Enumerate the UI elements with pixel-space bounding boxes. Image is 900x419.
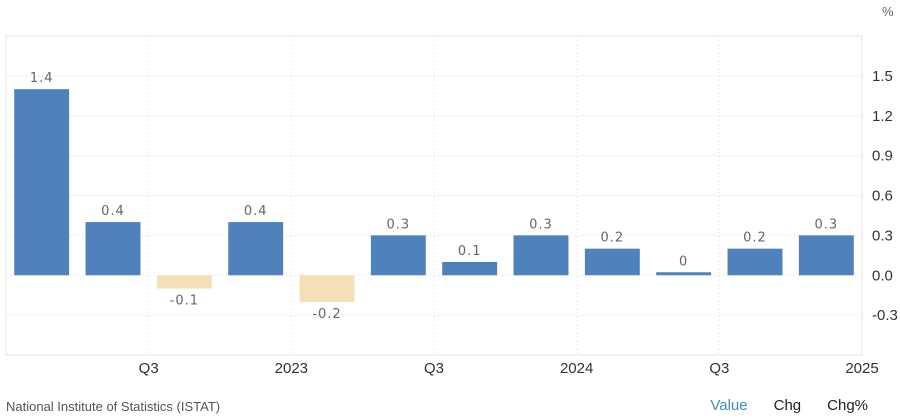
x-tick-label: 2023 bbox=[275, 360, 308, 377]
x-tick-label: Q3 bbox=[709, 360, 729, 377]
bar bbox=[85, 222, 141, 276]
bar bbox=[584, 248, 640, 276]
data-labels: 1.4 0.4 -0.1 0.4 -0.2 0.3 0.1 0.3 0.2 0 0.2 0.3 bbox=[30, 71, 838, 322]
data-label: 1.4 bbox=[30, 71, 54, 86]
x-tick-label: Q3 bbox=[139, 360, 159, 377]
y-tick-label: 1.5 bbox=[872, 68, 893, 85]
data-label: 0.4 bbox=[101, 204, 125, 219]
bar bbox=[299, 275, 355, 302]
bar bbox=[727, 248, 783, 276]
bar bbox=[370, 235, 426, 276]
data-label: -0.2 bbox=[312, 307, 341, 322]
y-tick-label: 0.6 bbox=[872, 188, 893, 205]
bar-chart: 1.4 0.4 -0.1 0.4 -0.2 0.3 0.1 0.3 0.2 0 0.2 0.3 1.5… bbox=[5, 35, 898, 377]
bar bbox=[513, 235, 569, 276]
y-tick-label: 0.0 bbox=[872, 267, 893, 284]
grid bbox=[5, 35, 863, 356]
x-tick-label: 2025 bbox=[845, 360, 878, 377]
x-tick-label: Q3 bbox=[424, 360, 444, 377]
tab-chg[interactable]: Chg bbox=[773, 397, 802, 414]
tab-value[interactable]: Value bbox=[710, 397, 748, 414]
y-tick-label: 1.2 bbox=[872, 108, 893, 125]
tab-chg-percent[interactable]: Chg% bbox=[827, 397, 868, 414]
bar bbox=[442, 261, 498, 276]
bar bbox=[798, 235, 854, 276]
data-label: 0.3 bbox=[529, 217, 553, 232]
data-label: 0.3 bbox=[814, 217, 838, 232]
data-label: 0 bbox=[679, 254, 688, 269]
source-label: National Institute of Statistics (ISTAT) bbox=[6, 399, 221, 414]
bar bbox=[156, 275, 212, 289]
data-label: 0.1 bbox=[458, 244, 482, 259]
bar bbox=[656, 272, 712, 276]
x-tick-label: 2024 bbox=[560, 360, 593, 377]
view-tabs: Value Chg Chg% bbox=[710, 397, 868, 414]
bar bbox=[228, 222, 284, 276]
x-axis-ticks: Q3 2023 Q3 2024 Q3 2025 bbox=[139, 360, 879, 377]
y-axis-ticks: 1.5 1.2 0.9 0.6 0.3 0.0 -0.3 bbox=[872, 68, 898, 324]
data-label: -0.1 bbox=[170, 294, 199, 309]
data-label: 0.4 bbox=[244, 204, 268, 219]
y-tick-label: 0.3 bbox=[872, 227, 893, 244]
bars bbox=[14, 89, 854, 302]
data-label: 0.2 bbox=[600, 231, 624, 246]
unit-label: % bbox=[882, 4, 894, 19]
y-tick-label: 0.9 bbox=[872, 148, 893, 165]
y-tick-label: -0.3 bbox=[872, 307, 898, 324]
data-label: 0.3 bbox=[386, 217, 410, 232]
data-label: 0.2 bbox=[743, 231, 767, 246]
bar bbox=[14, 89, 70, 276]
